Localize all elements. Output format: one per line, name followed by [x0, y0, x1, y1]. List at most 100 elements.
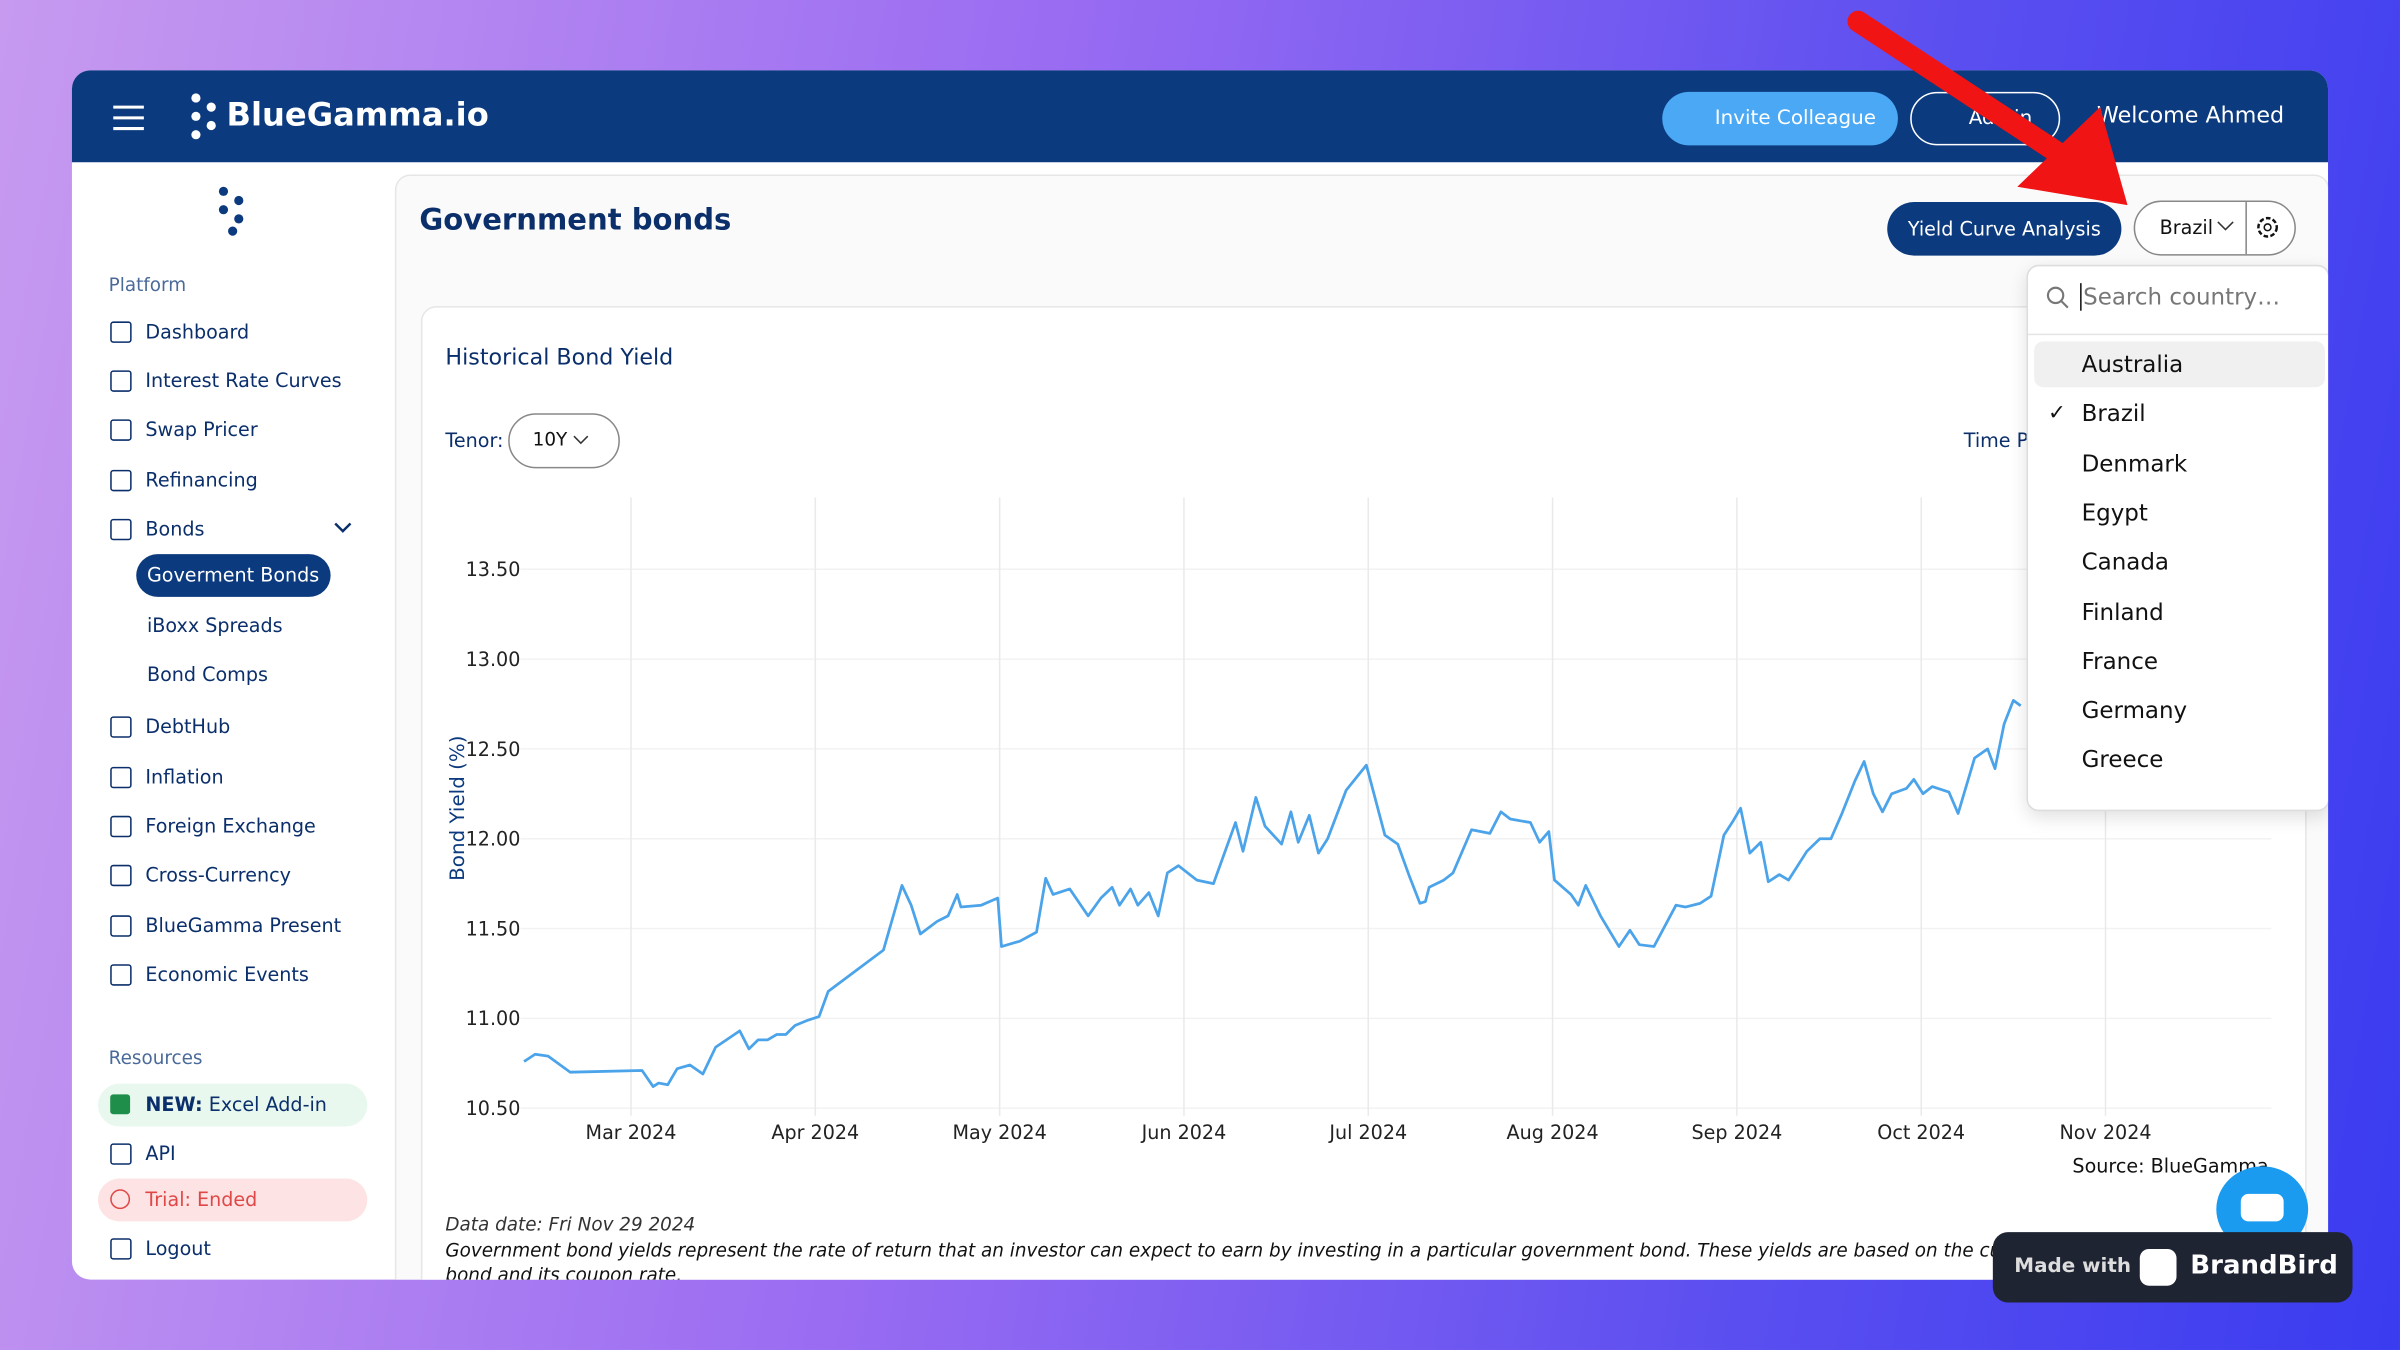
app-window: BlueGamma.io Invite Colleague Admin Welc…: [71, 70, 2329, 1280]
nav-icon: [110, 716, 132, 738]
y-tick-label: 11.50: [466, 917, 521, 940]
country-select[interactable]: [2133, 200, 2296, 256]
active-pill: [136, 554, 331, 597]
nav-icon: [110, 766, 132, 789]
nav-icon: [110, 864, 132, 887]
nav-item[interactable]: Logout: [145, 1236, 211, 1260]
sidebar-logo: [218, 186, 244, 236]
x-tick-label: Aug 2024: [1507, 1121, 1599, 1144]
excel-link: NEW: Excel Add-in: [145, 1093, 327, 1116]
tenor-label: Tenor:: [445, 428, 504, 452]
search-input[interactable]: Search country…: [2080, 283, 2280, 311]
chat-icon: [2240, 1193, 2284, 1222]
section-heading: Platform: [108, 273, 187, 296]
y-tick-label: 13.00: [466, 648, 521, 671]
x-tick-label: Jun 2024: [1141, 1121, 1227, 1144]
invite-label: Invite Colleague: [1714, 107, 1876, 131]
country-option[interactable]: Denmark: [2081, 449, 2188, 477]
nav-icon: [110, 964, 132, 986]
nav-icon: [110, 1143, 132, 1165]
sub-nav-item[interactable]: iBoxx Spreads: [146, 613, 283, 637]
invite-button[interactable]: Invite Colleague: [1662, 91, 1898, 146]
nav-item[interactable]: BlueGamma Present: [145, 913, 342, 937]
source: Source: BlueGamma: [2072, 1154, 2269, 1178]
chevron: [2217, 221, 2234, 231]
new-badge: NEW:: [145, 1092, 203, 1116]
excel-icon: [110, 1094, 131, 1115]
search-icon: [2046, 286, 2069, 309]
nav-item[interactable]: Economic Events: [145, 962, 309, 986]
divider: [2245, 202, 2247, 255]
tenor-value: 10Y: [532, 428, 568, 450]
nav-item[interactable]: Refinancing: [145, 468, 258, 492]
brandbird-badge: Made with BrandBird: [1992, 1232, 2353, 1303]
page-title: Government bonds: [419, 203, 732, 238]
nav-item[interactable]: Bonds: [145, 517, 205, 541]
settings-button[interactable]: [2255, 214, 2281, 240]
logo-text: BlueGamma.io: [226, 96, 489, 134]
x-tick-label: Mar 2024: [586, 1121, 677, 1144]
trial-label: Trial: Ended: [145, 1187, 258, 1211]
nav-item[interactable]: Inflation: [145, 765, 224, 789]
nav-icon: [110, 1238, 132, 1260]
trial-pill[interactable]: [97, 1178, 368, 1222]
nav-item[interactable]: API: [145, 1141, 176, 1165]
nav-icon: [110, 815, 132, 838]
nav-item[interactable]: Cross-Currency: [145, 863, 291, 887]
country-option[interactable]: Australia: [2081, 350, 2184, 379]
sub-nav-item[interactable]: Goverment Bonds: [146, 563, 320, 587]
nav-item[interactable]: Foreign Exchange: [145, 814, 316, 838]
x-tick-label: Oct 2024: [1877, 1121, 1965, 1144]
nav-item[interactable]: DebtHub: [145, 714, 231, 738]
x-tick-label: Nov 2024: [2059, 1121, 2151, 1144]
nav-icon: [110, 915, 132, 937]
x-tick-label: Sep 2024: [1691, 1121, 1782, 1144]
nav-icon: [110, 419, 132, 441]
x-tick-label: Apr 2024: [771, 1121, 859, 1144]
country-option[interactable]: Germany: [2081, 696, 2188, 725]
y-axis-label: Bond Yield (%): [446, 735, 469, 880]
trial-icon: [110, 1189, 131, 1210]
x-tick-label: Jul 2024: [1328, 1121, 1407, 1144]
country-option[interactable]: Finland: [2081, 597, 2164, 626]
excel-pill[interactable]: [97, 1083, 368, 1127]
nav-icon: [110, 321, 132, 343]
y-tick-label: 13.50: [466, 558, 521, 581]
excel-label: Excel Add-in: [208, 1092, 327, 1116]
time-period-label: Time P: [1963, 428, 2029, 452]
chart-card: [420, 306, 2307, 1280]
nav-icon: [110, 370, 132, 392]
country-option[interactable]: Greece: [2081, 746, 2164, 774]
welcome-text: Welcome Ahmed: [2096, 104, 2285, 129]
nav-item[interactable]: Swap Pricer: [145, 417, 258, 441]
chevron: [334, 522, 352, 533]
line-chart: 10.50 11.00 11.50 12.00 12.50 13.00 13.50 Mar 2…: [446, 497, 2272, 1144]
yield-curve-button[interactable]: Yield Curve Analysis: [1887, 202, 2122, 256]
y-tick-label: 12.00: [466, 828, 521, 851]
made-with: Made with: [2014, 1255, 2132, 1279]
y-tick-label: 12.50: [466, 738, 521, 761]
country-option[interactable]: France: [2081, 647, 2158, 675]
sub-nav-item[interactable]: Bond Comps: [146, 662, 268, 686]
divider: [2028, 333, 2329, 336]
description: Government bond yields represent the rat…: [445, 1239, 2230, 1280]
option-highlight: [2034, 341, 2325, 388]
y-tick-label: 10.50: [466, 1097, 521, 1120]
country-value: Brazil: [2159, 215, 2214, 239]
nav-item[interactable]: Dashboard: [145, 319, 250, 343]
country-option[interactable]: Brazil: [2081, 399, 2146, 428]
chevron: [573, 435, 589, 445]
nav-item[interactable]: Interest Rate Curves: [145, 368, 342, 392]
brand-icon: [2139, 1248, 2177, 1286]
tenor-select[interactable]: [508, 413, 620, 469]
check-mark: ✓: [2047, 401, 2066, 426]
section-heading: Resources: [108, 1046, 203, 1069]
y-tick-label: 11.00: [466, 1007, 521, 1030]
data-date: Data date: Fri Nov 29 2024: [445, 1213, 696, 1236]
annotation-arrow: [1847, 10, 2128, 206]
country-option[interactable]: Canada: [2081, 548, 2169, 576]
nav-icon: [110, 518, 132, 541]
menu-button[interactable]: [112, 104, 146, 132]
country-option[interactable]: Egypt: [2081, 498, 2148, 527]
